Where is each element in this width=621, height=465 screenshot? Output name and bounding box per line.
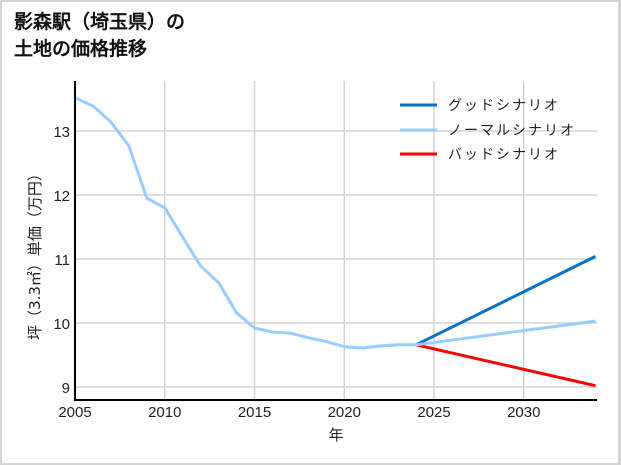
- y-tick-label: 10: [53, 316, 70, 333]
- series-bad-line: [415, 343, 596, 388]
- legend-good-label: グッドシナリオ: [448, 98, 560, 114]
- chart-title: 影森駅（埼玉県）の 土地の価格推移: [14, 9, 185, 63]
- x-axis-label: 年: [328, 426, 343, 444]
- legend-bad-label: バッドシナリオ: [448, 147, 560, 163]
- x-tick-label: 2010: [148, 404, 181, 421]
- legend-normal-label: ノーマルシナリオ: [448, 123, 576, 139]
- y-tick-label: 12: [53, 188, 70, 205]
- x-tick-label: 2005: [58, 404, 91, 421]
- series-good-line: [415, 255, 597, 347]
- y-axis-label: 坪（3.3㎡）単価（万円）: [26, 166, 44, 340]
- x-tick-label: 2030: [507, 404, 540, 421]
- y-tick-label: 11: [54, 252, 70, 269]
- x-tick-label: 2015: [238, 404, 271, 421]
- legend: グッドシナリオ ノーマルシナリオ バッドシナリオ: [400, 98, 576, 163]
- x-tick-label: 2020: [328, 404, 361, 421]
- x-tick-labels: 2005 2010 2015 2020 2025 2030: [58, 404, 540, 421]
- axes: [74, 81, 597, 401]
- y-tick-label: 13: [53, 124, 70, 141]
- chart-title-line1: 影森駅（埼玉県）の: [14, 11, 186, 33]
- y-tick-label: 9: [62, 380, 70, 397]
- grid-lines: [75, 81, 597, 400]
- series-normal-line: [74, 96, 596, 350]
- y-tick-labels: 9 10 11 12 13: [53, 124, 70, 397]
- chart-title-line2: 土地の価格推移: [14, 38, 148, 60]
- x-tick-label: 2025: [417, 404, 450, 421]
- series-lines: [74, 96, 597, 388]
